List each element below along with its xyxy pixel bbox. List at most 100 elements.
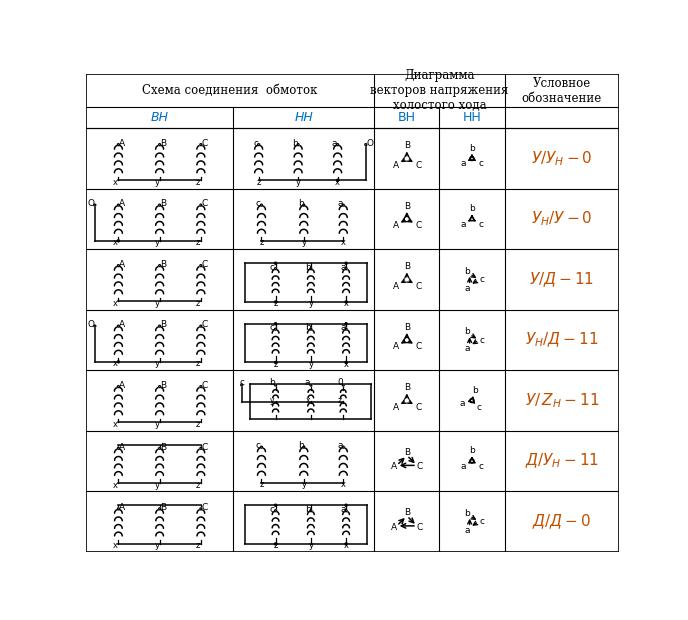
Text: C: C	[201, 503, 208, 512]
Text: $\mathit{У/\,Z_Н-11}$: $\mathit{У/\,Z_Н-11}$	[524, 391, 599, 410]
Text: C: C	[201, 321, 208, 329]
Text: y: y	[154, 299, 160, 308]
Text: x: x	[114, 178, 118, 187]
Text: z: z	[273, 360, 278, 369]
Text: a: a	[464, 526, 470, 535]
Text: A: A	[119, 321, 125, 329]
Text: C: C	[415, 342, 421, 351]
Text: y: y	[301, 238, 306, 247]
Text: a: a	[305, 378, 310, 387]
Circle shape	[200, 386, 202, 388]
Text: c: c	[478, 219, 483, 229]
Text: y: y	[308, 299, 313, 308]
Circle shape	[345, 504, 347, 506]
Circle shape	[200, 508, 202, 510]
Circle shape	[200, 325, 202, 327]
Circle shape	[94, 325, 96, 327]
Text: A: A	[391, 523, 397, 532]
Text: c: c	[480, 517, 484, 526]
Text: a: a	[337, 199, 343, 208]
Text: a: a	[341, 505, 346, 514]
Text: A: A	[391, 463, 397, 471]
Text: x: x	[114, 481, 118, 490]
Text: y: y	[308, 360, 313, 369]
Circle shape	[303, 446, 305, 448]
Text: O: O	[366, 139, 373, 148]
Text: B: B	[404, 508, 410, 517]
Text: B: B	[404, 322, 410, 332]
Text: c: c	[256, 441, 261, 450]
Text: $\mathit{У/У_Н-0}$: $\mathit{У/У_Н-0}$	[531, 149, 592, 168]
Circle shape	[275, 268, 277, 270]
Circle shape	[275, 384, 277, 386]
Text: x: x	[114, 238, 118, 247]
Text: $\mathit{У_Н/У-0}$: $\mathit{У_Н/У-0}$	[531, 210, 592, 228]
Circle shape	[345, 268, 347, 270]
Text: A: A	[393, 402, 398, 412]
Text: Схема соединения  обмоток: Схема соединения обмоток	[142, 84, 318, 97]
Text: a: a	[337, 441, 343, 450]
Text: B: B	[160, 443, 166, 451]
Circle shape	[118, 325, 120, 327]
Text: НН: НН	[294, 111, 313, 124]
Circle shape	[345, 301, 347, 303]
Text: a: a	[460, 462, 466, 471]
Circle shape	[275, 510, 277, 512]
Text: c: c	[256, 199, 261, 208]
Circle shape	[200, 448, 202, 450]
Text: b: b	[305, 324, 310, 332]
Circle shape	[159, 508, 160, 510]
Text: A: A	[393, 161, 398, 169]
Text: A: A	[119, 139, 125, 148]
Text: Диаграмма
векторов напряжения
холостого хода: Диаграмма векторов напряжения холостого …	[370, 69, 508, 112]
Circle shape	[310, 510, 312, 512]
Circle shape	[200, 265, 202, 267]
Circle shape	[275, 361, 277, 363]
Text: B: B	[160, 503, 166, 512]
Text: c: c	[480, 335, 484, 345]
Text: O: O	[87, 199, 94, 208]
Text: A: A	[393, 221, 398, 230]
Text: $\mathit{Д/У_Н-11}$: $\mathit{Д/У_Н-11}$	[525, 452, 599, 471]
Text: B: B	[404, 262, 410, 271]
Circle shape	[310, 268, 312, 270]
Circle shape	[159, 265, 160, 267]
Text: z: z	[257, 178, 261, 187]
Text: B: B	[160, 139, 166, 148]
Circle shape	[275, 328, 277, 330]
Text: $\mathit{У/Д-11}$: $\mathit{У/Д-11}$	[529, 270, 594, 289]
Text: A: A	[393, 342, 398, 351]
Circle shape	[342, 384, 344, 386]
Circle shape	[345, 510, 347, 512]
Text: z: z	[273, 541, 278, 551]
Text: C: C	[201, 139, 208, 148]
Text: b: b	[305, 263, 310, 272]
Text: y: y	[296, 178, 301, 187]
Text: y: y	[308, 541, 313, 551]
Text: $\mathit{Д/Д-0}$: $\mathit{Д/Д-0}$	[533, 512, 591, 531]
Text: B: B	[160, 381, 166, 390]
Text: x: x	[114, 420, 118, 429]
Text: b: b	[464, 509, 469, 518]
Text: C: C	[415, 221, 421, 230]
Circle shape	[159, 144, 160, 146]
Circle shape	[345, 262, 347, 264]
Text: c: c	[270, 505, 275, 514]
Circle shape	[94, 204, 96, 206]
Text: b: b	[469, 205, 475, 213]
Text: ВН: ВН	[398, 111, 416, 124]
Text: z: z	[338, 396, 342, 405]
Circle shape	[118, 265, 120, 267]
Circle shape	[310, 384, 312, 386]
Text: ВН: ВН	[151, 111, 169, 124]
Text: z: z	[259, 238, 264, 247]
Text: A: A	[119, 443, 125, 451]
Circle shape	[200, 144, 202, 146]
Text: x: x	[114, 299, 118, 308]
Text: Условное
обозначение: Условное обозначение	[522, 76, 602, 105]
Circle shape	[159, 204, 160, 206]
Text: C: C	[415, 281, 421, 291]
Text: b: b	[292, 139, 298, 148]
Text: y: y	[270, 396, 275, 405]
Text: x: x	[114, 359, 118, 368]
